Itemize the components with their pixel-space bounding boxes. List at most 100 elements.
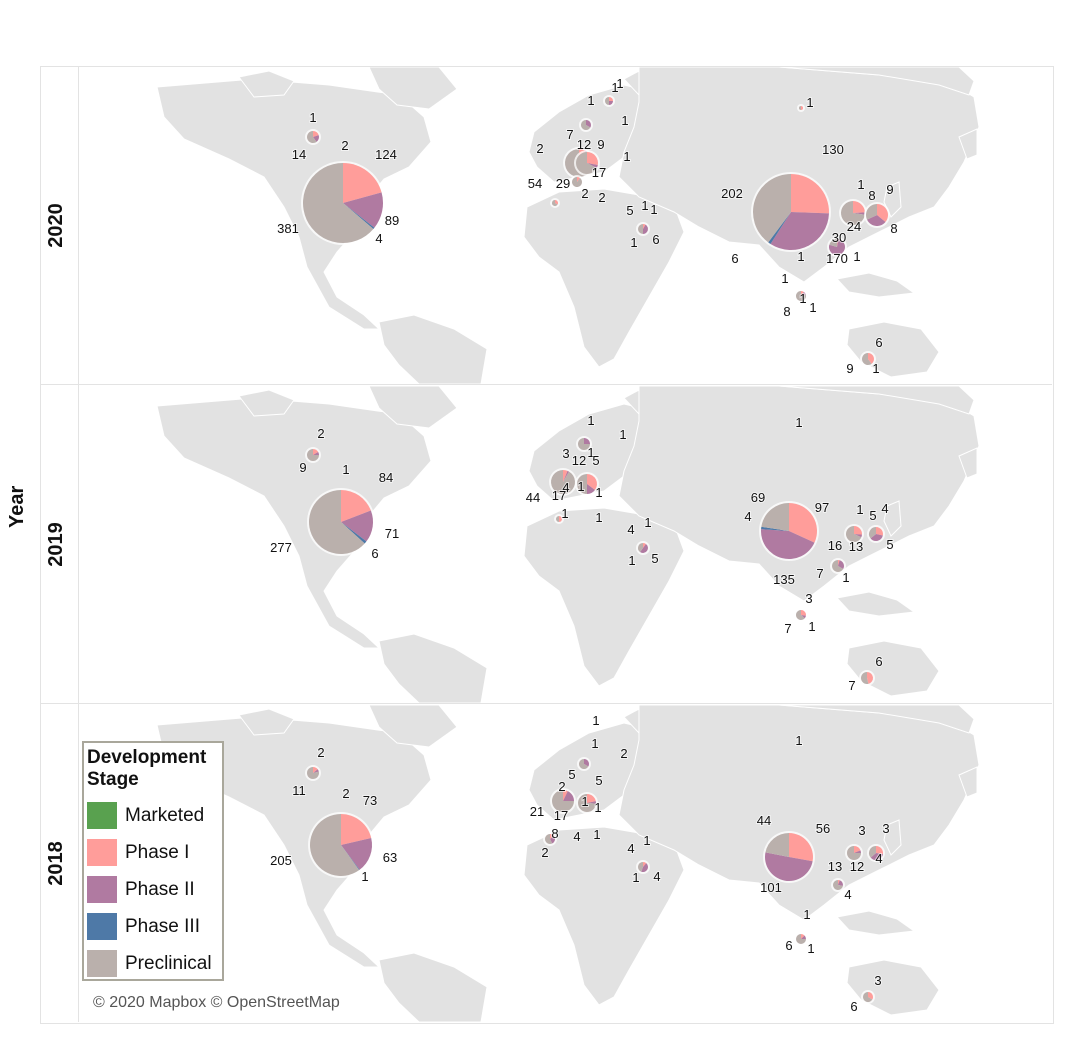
pie-slice[interactable] <box>869 527 876 539</box>
pie-slice[interactable] <box>556 516 559 522</box>
pie-slice[interactable] <box>833 880 843 890</box>
pie-slice[interactable] <box>838 560 840 566</box>
legend-item-phase-iii[interactable]: Phase III <box>87 908 219 945</box>
pie-slice[interactable] <box>796 291 807 301</box>
pie-slice[interactable] <box>581 120 591 130</box>
pie-slice[interactable] <box>838 880 843 886</box>
pie-slice[interactable] <box>341 522 367 544</box>
pie-slice[interactable] <box>313 131 319 137</box>
pie-slice[interactable] <box>853 212 865 215</box>
pie-slice[interactable] <box>832 560 844 572</box>
pie-slice[interactable] <box>579 759 589 769</box>
pie-slice[interactable] <box>801 291 804 296</box>
pie-slice[interactable] <box>578 438 590 450</box>
pie-slice[interactable] <box>307 449 319 461</box>
pie-slice[interactable] <box>587 484 595 494</box>
pie-slice[interactable] <box>640 543 648 553</box>
pie-slice[interactable] <box>550 835 555 844</box>
pie-slice[interactable] <box>861 672 869 684</box>
pie-slice[interactable] <box>801 291 806 296</box>
pie-slice[interactable] <box>876 527 883 536</box>
pie-slice[interactable] <box>343 203 375 230</box>
pie-slice[interactable] <box>643 862 647 867</box>
pie-slice[interactable] <box>313 449 319 455</box>
pie-slice[interactable] <box>563 470 569 482</box>
pie-slice[interactable] <box>341 510 373 542</box>
pie-slice[interactable] <box>863 992 873 1002</box>
pie-slice[interactable] <box>638 224 643 234</box>
pie-slice[interactable] <box>877 204 888 223</box>
pie-slice[interactable] <box>307 767 319 779</box>
pie-slice[interactable] <box>854 850 861 853</box>
pie-slice[interactable] <box>563 470 568 482</box>
pie-slice[interactable] <box>555 200 558 205</box>
pie-slice[interactable] <box>796 610 805 620</box>
pie-slice[interactable] <box>868 352 875 364</box>
pie-slice[interactable] <box>641 863 648 872</box>
pie-slice[interactable] <box>576 152 597 174</box>
pie-slice[interactable] <box>308 490 365 554</box>
pie-slice[interactable] <box>867 215 886 227</box>
pie-slice[interactable] <box>313 769 319 773</box>
pie-slice[interactable] <box>796 934 806 944</box>
pie-slice[interactable] <box>829 239 845 255</box>
pie-slice[interactable] <box>551 470 576 494</box>
pie-slice[interactable] <box>867 672 874 684</box>
legend-item-phase-i[interactable]: Phase I <box>87 834 219 871</box>
pie-slice[interactable] <box>572 177 582 187</box>
pie-slice[interactable] <box>577 177 581 182</box>
pie-slice[interactable] <box>609 101 613 105</box>
pie-slice[interactable] <box>801 934 805 939</box>
pie-slice[interactable] <box>638 543 643 553</box>
pie-slice[interactable] <box>761 529 815 559</box>
pie-slice[interactable] <box>563 790 568 801</box>
pie-slice[interactable] <box>854 534 862 538</box>
legend-item-phase-ii[interactable]: Phase II <box>87 871 219 908</box>
pie-slice[interactable] <box>870 534 883 541</box>
pie-slice[interactable] <box>876 846 883 854</box>
pie-slice[interactable] <box>854 846 861 853</box>
pie-slice[interactable] <box>313 135 320 142</box>
pie-slice[interactable] <box>853 201 865 213</box>
pie-slice[interactable] <box>854 526 862 535</box>
pie-slice[interactable] <box>799 106 801 110</box>
pie-slice[interactable] <box>587 152 598 165</box>
pie-slice[interactable] <box>559 516 562 522</box>
pie-slice[interactable] <box>868 992 874 1000</box>
pie-slice[interactable] <box>801 610 806 616</box>
pie-slice[interactable] <box>552 200 558 207</box>
pie-slice[interactable] <box>841 201 865 225</box>
pie-slice[interactable] <box>341 845 360 871</box>
pie-slice[interactable] <box>577 474 587 494</box>
pie-slice[interactable] <box>587 163 598 169</box>
pie-slice[interactable] <box>801 935 806 939</box>
legend-item-marketed[interactable]: Marketed <box>87 797 219 834</box>
pie-slice[interactable] <box>545 834 553 844</box>
pie-slice[interactable] <box>770 212 829 250</box>
map-panel-2018[interactable]: 2 11 2 73 205 63 1 1 1 2 5 5 2 21 17 1 1 8 4 1 2 4 1 1 4 1 44 56 3 3 1… <box>79 705 1051 1022</box>
pie-slice[interactable] <box>862 353 872 365</box>
map-panel-2020[interactable]: 1 14 2 124 381 89 4 2 1 1 1 7 12 9 1 54 29 17 2 2 5 1 1 6 1 1 1 202… <box>79 67 1051 384</box>
pie-slice[interactable] <box>303 163 374 243</box>
pie-slice[interactable] <box>552 790 574 812</box>
pie-slice[interactable] <box>638 862 643 872</box>
pie-slice[interactable] <box>586 120 591 128</box>
pie-slice[interactable] <box>587 794 596 803</box>
pie-slice[interactable] <box>847 846 861 860</box>
pie-slice[interactable] <box>801 615 806 619</box>
pie-slice[interactable] <box>313 767 318 773</box>
pie-slice[interactable] <box>845 526 862 542</box>
pie-slice[interactable] <box>837 239 839 247</box>
pie-slice[interactable] <box>838 880 840 885</box>
pie-slice[interactable] <box>307 131 317 143</box>
pie-slice[interactable] <box>584 438 590 444</box>
pie-slice[interactable] <box>309 814 360 876</box>
pie-slice[interactable] <box>550 834 554 839</box>
pie-slice[interactable] <box>761 503 789 531</box>
pie-slice[interactable] <box>764 852 813 882</box>
pie-slice[interactable] <box>341 490 371 522</box>
pie-slice[interactable] <box>789 503 818 543</box>
